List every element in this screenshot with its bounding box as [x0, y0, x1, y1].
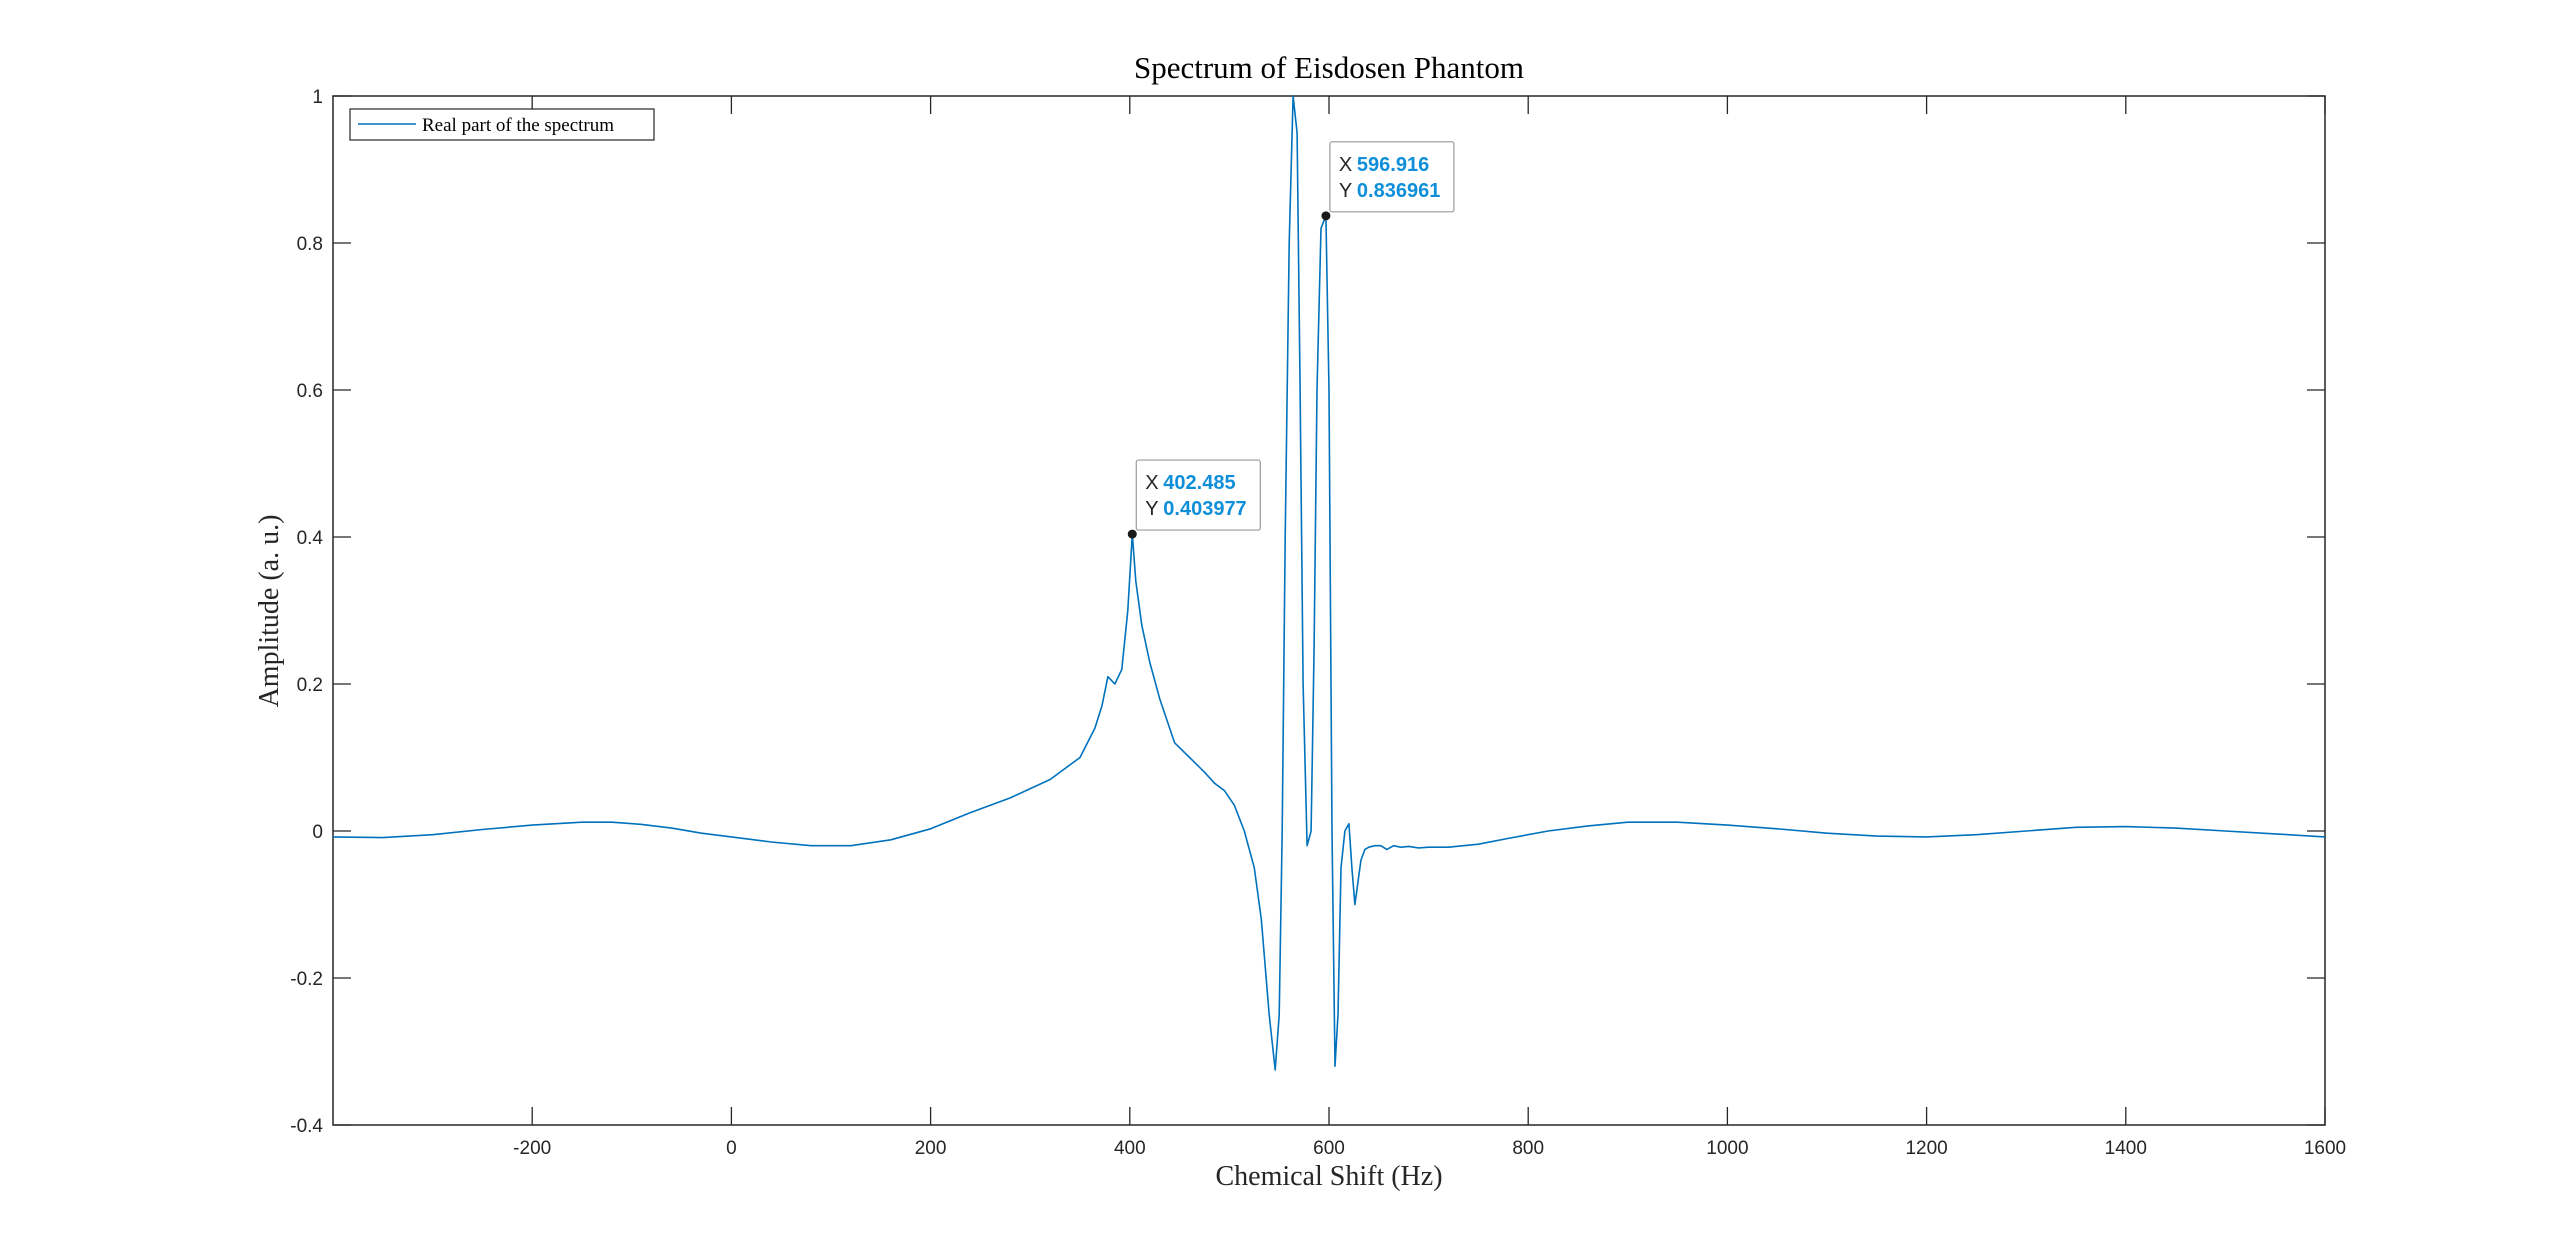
- y-tick-label: 0.4: [297, 528, 324, 549]
- x-tick-label: 200: [915, 1138, 947, 1159]
- y-tick-labels: -0.4 -0.2 0 0.2 0.4 0.6 0.8 1: [290, 87, 323, 1137]
- legend[interactable]: Real part of the spectrum: [349, 108, 655, 141]
- series-line: [332, 95, 2326, 1071]
- x-tick-label: 800: [1512, 1138, 1544, 1159]
- legend-entry-label: Real part of the spectrum: [422, 115, 614, 136]
- plot-area: [332, 95, 2326, 1126]
- x-axis-label: Chemical Shift (Hz): [1215, 1161, 1442, 1192]
- datatip-marker: [1321, 211, 1331, 221]
- datatip-x-value: 596.916: [1357, 154, 1429, 176]
- x-tick-label: 1400: [2105, 1138, 2147, 1159]
- datatip-box: [1135, 459, 1261, 531]
- y-axis-label: Amplitude (a. u.): [254, 515, 285, 708]
- datatip-x-key: X: [1339, 154, 1352, 176]
- x-tick-label: 1200: [1905, 1138, 1947, 1159]
- datatip-x-value: 402.485: [1163, 472, 1235, 494]
- y-tick-label: 0.2: [297, 675, 323, 696]
- y-tick-label: -0.4: [290, 1116, 323, 1137]
- y-tick-label: 1: [312, 87, 323, 108]
- y-tick-label: -0.2: [290, 969, 323, 990]
- x-tick-label: 0: [726, 1138, 737, 1159]
- datatip-y-value: 0.403977: [1163, 498, 1246, 520]
- axis-ticks: [333, 95, 2326, 1126]
- series-group: [332, 95, 2326, 1071]
- x-tick-label: -200: [513, 1138, 551, 1159]
- chart-title: Spectrum of Eisdosen Phantom: [1134, 50, 1524, 85]
- x-tick-labels: -200 0 200 400 600 800 1000 1200 1400 1600: [513, 1138, 2346, 1159]
- x-tick-label: 600: [1313, 1138, 1345, 1159]
- y-tick-label: 0: [312, 822, 323, 843]
- x-tick-label: 1000: [1706, 1138, 1748, 1159]
- datatip-x-key: X: [1145, 472, 1158, 494]
- datatip-y-key: Y: [1339, 180, 1352, 202]
- datatip-y-value: 0.836961: [1357, 180, 1440, 202]
- x-tick-label: 400: [1114, 1138, 1146, 1159]
- datatip-box: [1329, 141, 1455, 213]
- datatip-y-key: Y: [1145, 498, 1158, 520]
- y-tick-label: 0.6: [297, 381, 323, 402]
- y-tick-label: 0.8: [297, 234, 323, 255]
- x-tick-label: 1600: [2304, 1138, 2346, 1159]
- datatip-marker: [1127, 529, 1137, 539]
